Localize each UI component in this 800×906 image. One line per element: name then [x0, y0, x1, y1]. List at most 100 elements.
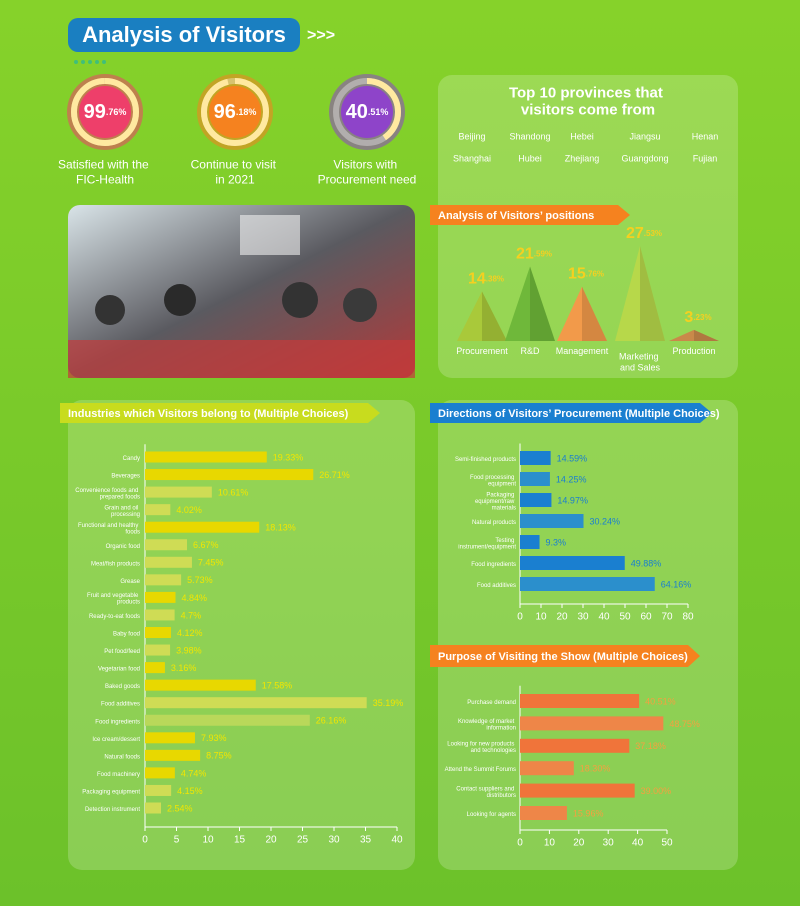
category-label: Procurement: [456, 346, 508, 356]
value-frac: .23%: [693, 313, 711, 322]
category-label: Candy: [123, 456, 140, 462]
text-line: R&D: [520, 346, 540, 356]
x-tick-label: 30: [328, 835, 340, 846]
text-line: Production: [672, 346, 715, 356]
category-label: Testing instrument/equipment: [458, 537, 516, 550]
text-line: Procurement: [456, 346, 508, 356]
province: Hebei: [570, 131, 594, 141]
text-line: products: [117, 599, 140, 605]
x-tick-label: 10: [535, 612, 547, 623]
value-label: 27.53%: [626, 225, 662, 242]
category-label: Ice cream/dessert: [92, 736, 140, 742]
text-line: Top 10 provinces that: [509, 84, 667, 101]
category-label: Food ingredients: [95, 719, 140, 725]
province: Beijing: [458, 131, 485, 141]
value-label: 40.51%: [645, 696, 676, 706]
category-label: Beverages: [111, 473, 140, 479]
x-tick-label: 5: [174, 835, 180, 846]
chart-title: Industries which Visitors belong to (Mul…: [68, 408, 349, 420]
text-line: Packaging: [486, 492, 516, 498]
x-tick-label: 50: [619, 612, 631, 623]
text-line: Ice cream/dessert: [92, 736, 140, 742]
bar: [520, 472, 550, 486]
value-frac: .51%: [368, 107, 389, 117]
bar: [520, 806, 567, 820]
text-line: Food processing: [470, 474, 516, 480]
text-line: Attend the Summit Forums: [445, 767, 516, 773]
category-label: Vegetarian food: [98, 666, 140, 672]
text-line: Vegetarian food: [98, 666, 140, 672]
value-int: 21: [516, 246, 534, 263]
pyramid: [557, 286, 607, 341]
bar: [145, 486, 212, 498]
text-line: Management: [556, 346, 609, 356]
text-line: Packaging equipment: [82, 789, 140, 795]
bar: [145, 574, 182, 586]
x-tick-label: 10: [544, 838, 556, 849]
value-label: 4.15%: [177, 786, 203, 796]
text-line: FIC-Health: [76, 173, 134, 187]
photo-figure: [343, 288, 377, 322]
text-line: Grain and oil: [104, 505, 140, 511]
stat-caption: Visitors with Procurement need: [318, 158, 417, 187]
category-label: Ready-to-eat foods: [89, 614, 140, 620]
x-tick-label: 0: [142, 835, 148, 846]
category-label: Packaging equipment/raw materials: [475, 492, 516, 511]
photo-figure: [164, 284, 196, 316]
value-label: 7.45%: [198, 558, 224, 568]
bar: [145, 591, 176, 603]
category-label: Grain and oil processing: [104, 505, 140, 518]
value-label: 21.59%: [516, 246, 552, 263]
bar: [145, 767, 175, 779]
category-label: Pet food/feed: [104, 649, 140, 655]
text-line: Looking for new products: [447, 741, 516, 747]
value-label: 3.23%: [684, 309, 711, 326]
value-label: 26.71%: [319, 470, 350, 480]
x-tick-label: 35: [360, 835, 372, 846]
category-label: Convenience foods and prepared foods: [75, 487, 140, 500]
stat-value: 96.18%: [214, 101, 257, 123]
value-frac: .53%: [644, 229, 662, 238]
value-label: 4.12%: [177, 628, 203, 638]
text-line: Food machinery: [97, 771, 140, 777]
value-label: 3.16%: [171, 663, 197, 673]
x-tick-label: 30: [577, 612, 589, 623]
province: Shanghai: [453, 153, 491, 163]
value-label: 4.02%: [176, 505, 202, 515]
arrows: >>>: [307, 27, 335, 44]
pyramid: [669, 329, 719, 341]
text-line: Baby food: [113, 631, 140, 637]
category-label: Food processing equipment: [470, 474, 516, 487]
text-line: Functional and healthy: [78, 523, 140, 529]
category-label: Natural foods: [104, 754, 140, 760]
ribbon: [430, 645, 700, 667]
pyramid-shade: [582, 286, 607, 341]
chart-title: Directions of Visitors’ Procurement (Mul…: [438, 408, 720, 420]
bar: [145, 679, 256, 691]
text-line: Food additives: [477, 583, 516, 589]
stat-core: [341, 86, 393, 138]
value-label: 39.00%: [641, 786, 672, 796]
province: Zhejiang: [565, 153, 600, 163]
pyramid-shade: [530, 266, 555, 341]
photo-figure: [95, 295, 125, 325]
province: Guangdong: [621, 153, 668, 163]
value-label: 2.54%: [167, 803, 193, 813]
bar: [520, 493, 552, 507]
value-label: 14.59%: [557, 453, 588, 463]
bar: [145, 697, 367, 709]
text-line: prepared foods: [100, 494, 140, 500]
category-label: Food additives: [477, 583, 516, 589]
stat-ring: [201, 78, 269, 146]
category-label: Production: [672, 346, 715, 356]
chart-title: Analysis of Visitors’ positions: [438, 210, 594, 222]
category-label: Management: [556, 346, 609, 356]
value-label: 49.88%: [631, 558, 662, 568]
x-tick-label: 20: [265, 835, 277, 846]
text-line: Pet food/feed: [104, 649, 140, 655]
category-label: Natural products: [472, 520, 516, 526]
value-int: 14: [468, 271, 486, 288]
category-label: Baby food: [113, 631, 140, 637]
category-label: Looking for agents: [467, 812, 516, 818]
